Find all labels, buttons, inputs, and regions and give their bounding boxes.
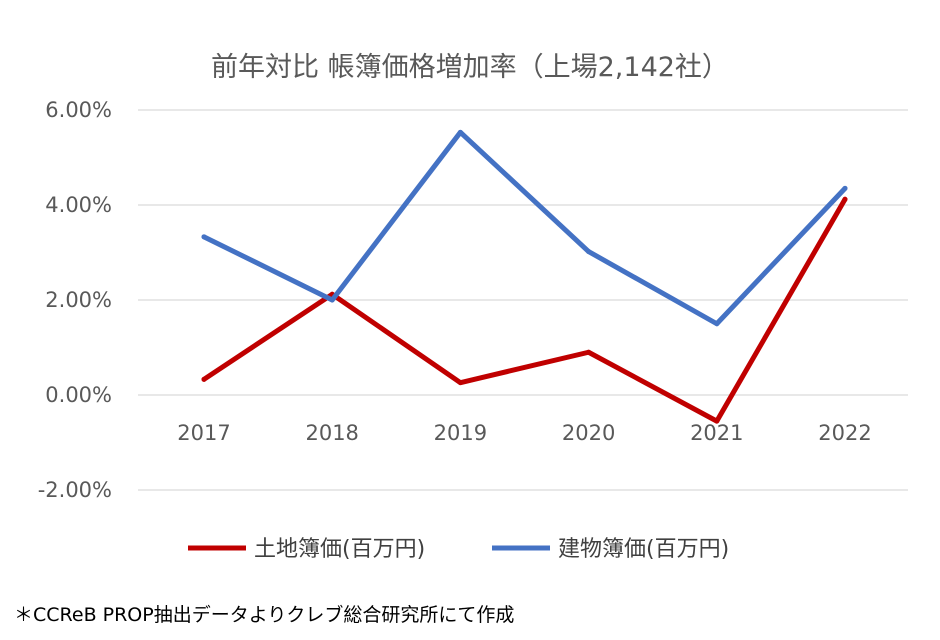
data-point (586, 349, 592, 355)
series-line-1 (201, 129, 848, 327)
x-tick-label: 2022 (818, 421, 871, 445)
y-tick-label: 2.00% (45, 288, 112, 312)
x-tick-label: 2021 (690, 421, 743, 445)
data-point (329, 297, 335, 303)
legend-label: 土地簿価(百万円) (254, 537, 425, 562)
series-lines (201, 129, 848, 424)
x-tick-label: 2020 (562, 421, 615, 445)
footnote: ＊CCReB PROP抽出データよりクレブ総合研究所にて作成 (14, 603, 514, 626)
data-point (457, 129, 463, 135)
y-axis-ticks: 6.00% 4.00% 2.00% 0.00% -2.00% (38, 98, 112, 502)
gridlines (138, 109, 908, 491)
x-tick-label: 2017 (177, 421, 230, 445)
data-point (201, 376, 207, 382)
legend: 土地簿価(百万円) 建物簿価(百万円) (188, 537, 729, 562)
x-axis-ticks: 2017 2018 2019 2020 2021 2022 (177, 421, 871, 445)
y-tick-label: 0.00% (45, 383, 112, 407)
chart-title: 前年対比 帳簿価格増加率（上場2,142社） (211, 52, 729, 83)
data-point (586, 249, 592, 255)
x-tick-label: 2018 (305, 421, 358, 445)
data-point (842, 185, 848, 191)
x-tick-label: 2019 (434, 421, 487, 445)
legend-label: 建物簿価(百万円) (558, 537, 729, 562)
data-point (714, 418, 720, 424)
data-point (457, 380, 463, 386)
data-point (714, 321, 720, 327)
data-point (201, 234, 207, 240)
data-point (842, 196, 848, 202)
y-tick-label: -2.00% (38, 478, 112, 502)
series-line-0 (201, 196, 848, 424)
y-tick-label: 4.00% (45, 193, 112, 217)
y-tick-label: 6.00% (45, 98, 112, 122)
